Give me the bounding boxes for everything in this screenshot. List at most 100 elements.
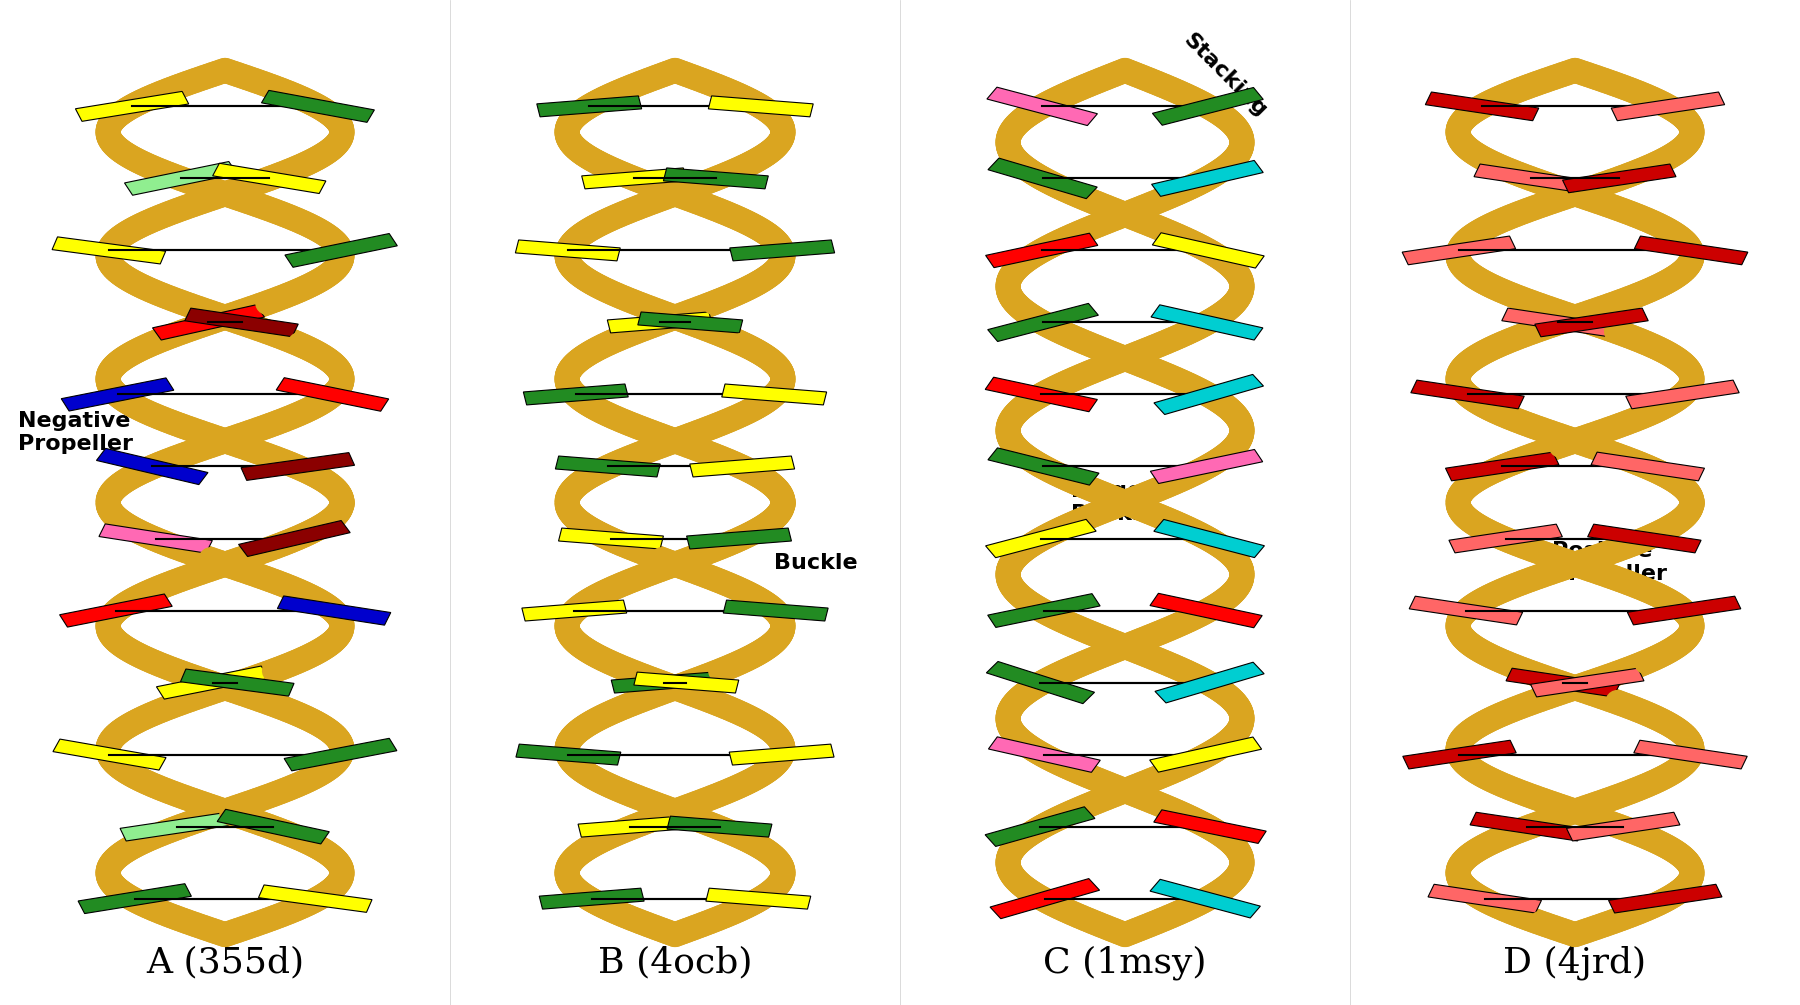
Polygon shape xyxy=(729,240,835,261)
Polygon shape xyxy=(1150,737,1262,772)
Polygon shape xyxy=(1501,309,1615,337)
Polygon shape xyxy=(581,168,686,189)
Polygon shape xyxy=(1449,525,1562,553)
Polygon shape xyxy=(52,237,166,264)
Polygon shape xyxy=(1591,452,1705,480)
Polygon shape xyxy=(284,233,398,267)
Polygon shape xyxy=(556,456,661,477)
Polygon shape xyxy=(1150,879,1260,918)
Polygon shape xyxy=(1427,884,1541,913)
Polygon shape xyxy=(1156,662,1264,702)
Polygon shape xyxy=(1474,164,1588,193)
Polygon shape xyxy=(1471,812,1584,841)
Polygon shape xyxy=(76,91,189,122)
Polygon shape xyxy=(986,87,1098,126)
Polygon shape xyxy=(61,378,175,411)
Polygon shape xyxy=(988,304,1098,342)
Polygon shape xyxy=(52,739,166,770)
Polygon shape xyxy=(612,672,716,693)
Polygon shape xyxy=(634,672,738,693)
Polygon shape xyxy=(709,95,814,117)
Polygon shape xyxy=(97,448,209,484)
Polygon shape xyxy=(664,168,769,189)
Polygon shape xyxy=(1634,236,1748,264)
Polygon shape xyxy=(578,816,682,837)
Text: Positive
Propeller: Positive Propeller xyxy=(1552,542,1667,584)
Text: A (355d): A (355d) xyxy=(146,946,304,980)
Polygon shape xyxy=(724,600,828,621)
Polygon shape xyxy=(985,807,1094,846)
Polygon shape xyxy=(986,661,1094,704)
Polygon shape xyxy=(986,233,1098,267)
Polygon shape xyxy=(1530,668,1643,696)
Polygon shape xyxy=(686,528,792,549)
Polygon shape xyxy=(668,816,772,837)
Polygon shape xyxy=(607,312,713,333)
Polygon shape xyxy=(1535,309,1649,337)
Text: B (4ocb): B (4ocb) xyxy=(598,946,752,980)
Text: Buckle: Buckle xyxy=(774,553,857,573)
Polygon shape xyxy=(1150,305,1264,340)
Polygon shape xyxy=(1611,92,1724,121)
Polygon shape xyxy=(637,312,743,333)
Polygon shape xyxy=(517,744,621,765)
Polygon shape xyxy=(1152,87,1264,126)
Polygon shape xyxy=(180,669,293,696)
Polygon shape xyxy=(988,737,1100,772)
Polygon shape xyxy=(277,596,391,625)
Polygon shape xyxy=(1625,380,1739,409)
Polygon shape xyxy=(1426,92,1539,121)
Polygon shape xyxy=(1154,375,1264,414)
Polygon shape xyxy=(1409,596,1523,625)
Polygon shape xyxy=(1507,668,1620,696)
Polygon shape xyxy=(1411,380,1525,409)
Polygon shape xyxy=(706,888,810,910)
Polygon shape xyxy=(515,240,621,261)
Polygon shape xyxy=(722,384,826,405)
Polygon shape xyxy=(1445,452,1559,480)
Polygon shape xyxy=(1150,593,1262,628)
Polygon shape xyxy=(1154,520,1264,558)
Polygon shape xyxy=(1609,884,1723,913)
Polygon shape xyxy=(1150,449,1262,483)
Polygon shape xyxy=(988,594,1100,627)
Polygon shape xyxy=(1152,161,1264,196)
Polygon shape xyxy=(558,528,664,549)
Polygon shape xyxy=(77,883,191,914)
Text: Stacking: Stacking xyxy=(1179,30,1271,121)
Polygon shape xyxy=(1627,596,1741,625)
Polygon shape xyxy=(988,158,1098,199)
Polygon shape xyxy=(261,90,374,123)
Polygon shape xyxy=(540,888,644,910)
Polygon shape xyxy=(689,456,794,477)
Polygon shape xyxy=(524,384,628,405)
Polygon shape xyxy=(153,305,265,340)
Polygon shape xyxy=(218,809,329,844)
Polygon shape xyxy=(1566,812,1679,841)
Polygon shape xyxy=(1402,236,1516,264)
Polygon shape xyxy=(1152,233,1264,268)
Polygon shape xyxy=(986,520,1096,558)
Polygon shape xyxy=(59,594,173,627)
Polygon shape xyxy=(536,95,641,117)
Text: C (1msy): C (1msy) xyxy=(1044,946,1206,980)
Polygon shape xyxy=(1402,741,1516,769)
Polygon shape xyxy=(284,739,396,771)
Polygon shape xyxy=(522,600,626,621)
Polygon shape xyxy=(729,744,833,765)
Polygon shape xyxy=(259,885,373,913)
Polygon shape xyxy=(241,452,355,480)
Polygon shape xyxy=(1562,164,1676,193)
Text: Negative
Propeller: Negative Propeller xyxy=(18,411,133,453)
Polygon shape xyxy=(275,378,389,411)
Polygon shape xyxy=(124,162,238,195)
Text: Large
Buckle: Large Buckle xyxy=(1071,481,1154,524)
Polygon shape xyxy=(1588,525,1701,553)
Polygon shape xyxy=(157,666,268,699)
Polygon shape xyxy=(185,309,299,337)
Polygon shape xyxy=(988,448,1100,485)
Polygon shape xyxy=(1154,810,1265,843)
Polygon shape xyxy=(239,521,351,557)
Polygon shape xyxy=(121,812,234,841)
Polygon shape xyxy=(1634,741,1748,769)
